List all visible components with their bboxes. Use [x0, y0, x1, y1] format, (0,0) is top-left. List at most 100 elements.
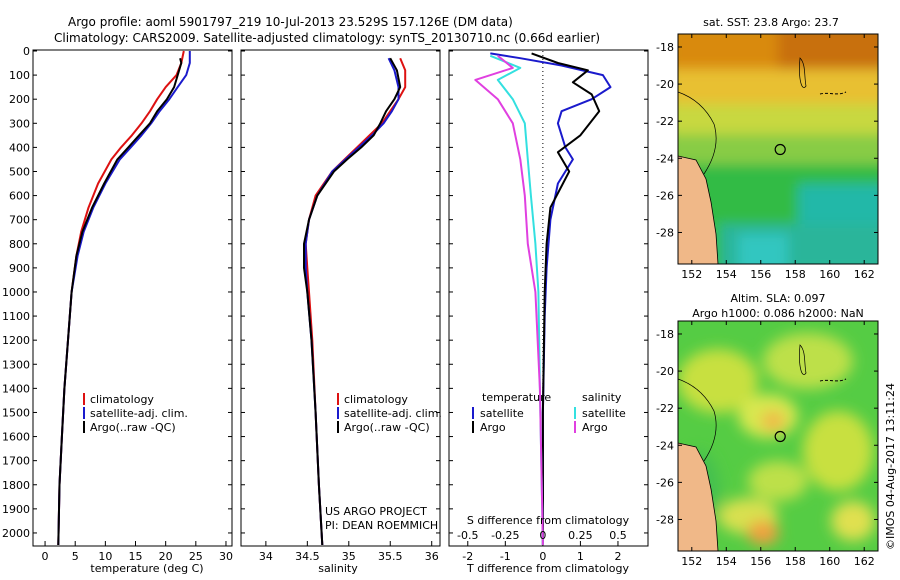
sla-reef-chain [819, 378, 847, 382]
header-line2: Climatology: CARS2009. Satellite-adjuste… [54, 31, 600, 45]
x-tick-label: 15 [129, 550, 143, 563]
y-tick-label: 1500 [2, 406, 30, 419]
map-x-tick-label: 152 [681, 268, 702, 281]
difference-frame [448, 49, 649, 547]
map-y-tick-label: -24 [656, 152, 674, 165]
y-tick-label: 1800 [2, 479, 30, 492]
legend-satellite-label: satellite-adj. clim. [344, 407, 442, 420]
sst-argo-marker [774, 143, 786, 156]
credits-line2: PI: DEAN ROEMMICH [325, 519, 438, 532]
x-tick-label: 5 [72, 550, 79, 563]
sst-map-frame [677, 33, 879, 265]
map-y-tick-label: -28 [656, 513, 674, 526]
y-tick-label: 1700 [2, 455, 30, 468]
sst-map-title: sat. SST: 23.8 Argo: 23.7 [703, 16, 839, 29]
x-tick-label: 0 [42, 550, 49, 563]
legend-satellite-label: satellite-adj. clim. [90, 407, 188, 420]
temperature-legend: climatology satellite-adj. clim. Argo(..… [83, 393, 188, 434]
salinity-lines [303, 57, 407, 546]
x-tick-label: 35.5 [378, 550, 403, 563]
map-x-tick-label: 162 [854, 268, 875, 281]
y-tick-label: 300 [9, 117, 30, 130]
header-line1: Argo profile: aoml 5901797_219 10-Jul-20… [68, 15, 513, 29]
map-y-tick-label: -18 [656, 41, 674, 54]
map-x-tick-label: 162 [854, 555, 875, 568]
x-tick-label: 34.5 [295, 550, 320, 563]
sst-field [678, 34, 878, 264]
s-tick-label: 0.25 [568, 529, 593, 542]
salinity-panel: 34 34.5 35 35.5 36 salinity climatology sate… [240, 49, 442, 575]
salinity-frame [240, 49, 441, 547]
sla-argo-marker [774, 430, 786, 443]
map-y-tick-label: -28 [656, 226, 674, 239]
x-tick-label: 0 [539, 550, 546, 563]
map-y-tick-label: -22 [656, 115, 674, 128]
y-tick-label: 1200 [2, 334, 30, 347]
x-tick-label: 2 [614, 550, 621, 563]
x-tick-label: 35 [342, 550, 356, 563]
legend-t-argo-label: Argo [480, 421, 506, 434]
x-tick-label: 30 [219, 550, 233, 563]
x-tick-label: 34 [259, 550, 273, 563]
legend-salinity-title: salinity [582, 391, 622, 404]
y-tick-label: 200 [9, 93, 30, 106]
legend-s-argo-label: Argo [582, 421, 608, 434]
credits-line1: US ARGO PROJECT [325, 505, 427, 518]
sst-map-panel: sat. SST: 23.8 Argo: 23.7 [656, 16, 879, 281]
sla-map-panel: Altim. SLA: 0.097 Argo h1000: 0.086 h200… [656, 292, 879, 568]
sla-reef-outline [799, 344, 807, 375]
legend-t-satellite-label: satellite [480, 407, 524, 420]
y-tick-label: 900 [9, 262, 30, 275]
sla-coastline [678, 378, 717, 462]
series-line-t-argo [531, 52, 601, 545]
y-tick-label: 2000 [2, 527, 30, 540]
legend-climatology-label: climatology [344, 393, 408, 406]
y-tick-label: 800 [9, 238, 30, 251]
temperature-axes: 0100200300400500600700800900100011001200… [2, 45, 233, 563]
y-tick-label: 1100 [2, 310, 30, 323]
y-tick-label: 1600 [2, 431, 30, 444]
y-tick-label: 500 [9, 165, 30, 178]
y-tick-label: 700 [9, 214, 30, 227]
temperature-xlabel: temperature (deg C) [90, 562, 203, 575]
s-tick-label: -0.25 [491, 529, 519, 542]
series-line-argo-raw-qc- [57, 57, 183, 546]
sst-map [678, 34, 878, 264]
difference-lines [474, 52, 612, 546]
sla-map [678, 321, 878, 551]
y-tick-label: 100 [9, 69, 30, 82]
s-difference-ticks: -0.5 -0.25 0 0.25 0.5 [457, 529, 627, 542]
map-x-tick-label: 152 [681, 555, 702, 568]
map-x-tick-label: 154 [716, 268, 737, 281]
map-y-tick-label: -20 [656, 365, 674, 378]
difference-panel: -2 -1 0 1 2 S difference from climatology -0… [448, 49, 649, 575]
map-y-tick-label: -22 [656, 402, 674, 415]
legend-argo-label: Argo(..raw -QC) [90, 421, 176, 434]
temperature-panel: 0100200300400500600700800900100011001200… [2, 45, 233, 575]
map-y-tick-label: -26 [656, 476, 674, 489]
difference-legend: temperature satellite Argo salinity sate… [472, 391, 626, 434]
legend-climatology-label: climatology [90, 393, 154, 406]
sst-reef-outline [799, 57, 807, 88]
difference-axes: -2 -1 0 1 2 [449, 50, 648, 563]
x-tick-label: -2 [462, 550, 473, 563]
y-tick-label: 1300 [2, 358, 30, 371]
x-tick-label: 20 [159, 550, 173, 563]
x-tick-label: 25 [189, 550, 203, 563]
t-difference-xlabel: T difference from climatology [466, 562, 629, 575]
temperature-lines [57, 50, 191, 546]
y-tick-label: 1000 [2, 286, 30, 299]
sst-coastline [678, 91, 717, 175]
sla-map-title-line2: Argo h1000: 0.086 h2000: NaN [692, 307, 864, 320]
map-x-tick-label: 160 [819, 268, 840, 281]
map-x-tick-label: 156 [750, 268, 771, 281]
legend-temperature-title: temperature [482, 391, 551, 404]
s-tick-label: -0.5 [457, 529, 478, 542]
sla-landmass [678, 442, 719, 551]
x-tick-label: 10 [98, 550, 112, 563]
map-x-tick-label: 158 [785, 268, 806, 281]
imos-timestamp: ©IMOS 04-Aug-2017 13:11:24 [884, 383, 897, 550]
map-y-tick-label: -24 [656, 439, 674, 452]
s-tick-label: 0 [539, 529, 546, 542]
